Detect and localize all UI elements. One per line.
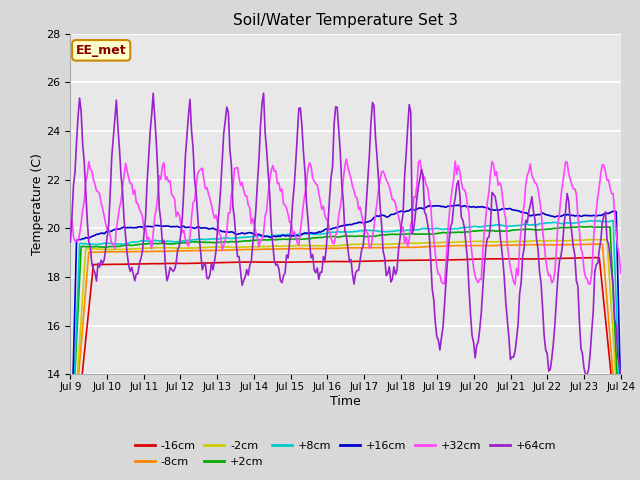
Text: EE_met: EE_met: [76, 44, 127, 57]
Title: Soil/Water Temperature Set 3: Soil/Water Temperature Set 3: [233, 13, 458, 28]
Y-axis label: Temperature (C): Temperature (C): [31, 153, 44, 255]
X-axis label: Time: Time: [330, 395, 361, 408]
Legend: -16cm, -8cm, -2cm, +2cm, +8cm, +16cm, +32cm, +64cm: -16cm, -8cm, -2cm, +2cm, +8cm, +16cm, +3…: [131, 437, 561, 471]
